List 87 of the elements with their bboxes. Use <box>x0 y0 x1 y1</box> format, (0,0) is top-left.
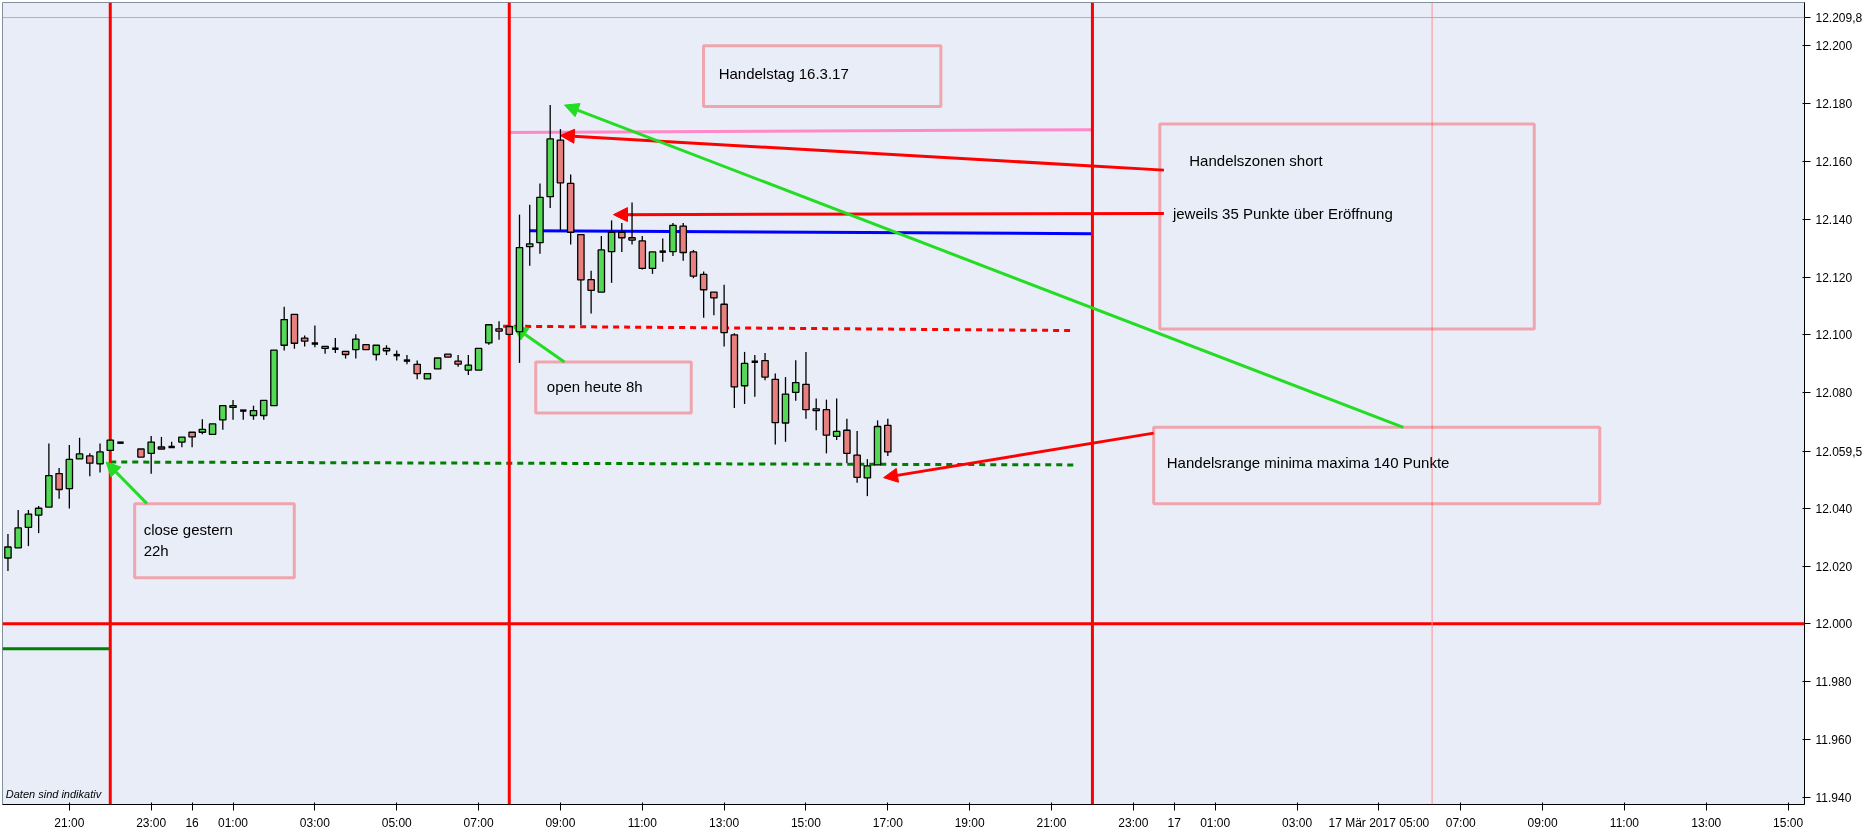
candlestick <box>24 509 33 547</box>
y-tick-label: 11.960 <box>1815 732 1852 747</box>
x-tick-label: 21:00 <box>1036 815 1067 830</box>
x-tick-label: 21:00 <box>54 815 85 830</box>
candlestick <box>402 354 412 365</box>
x-tick-label: 19:00 <box>954 815 985 830</box>
x-tick-label: 03:00 <box>1282 815 1313 830</box>
candlestick <box>4 533 12 572</box>
y-tick-label: 12.209,8 <box>1815 11 1863 26</box>
candlestick <box>740 351 749 405</box>
x-tick-label: 05:00 <box>381 815 413 830</box>
candlestick <box>34 505 43 534</box>
candlestick <box>310 324 320 348</box>
y-tick-label: 12.180 <box>1815 97 1853 112</box>
x-tick-label: 01:00 <box>1200 815 1231 830</box>
candlestick <box>229 399 237 421</box>
x-tick-label: 09:00 <box>545 815 576 830</box>
x-tick-label: 07:00 <box>463 815 494 830</box>
x-tick-label: 15:00 <box>1773 815 1804 830</box>
annotation: Handelstag 16.3.17 <box>718 64 849 82</box>
x-tick-label: 15:00 <box>790 815 822 830</box>
x-tick-label: 13:00 <box>1691 815 1722 830</box>
y-tick-label: 12.140 <box>1815 212 1853 227</box>
y-tick-label: 12.160 <box>1815 154 1853 169</box>
candlestick <box>832 397 841 441</box>
y-tick-label: 12.020 <box>1815 559 1853 574</box>
candlestick <box>699 270 708 319</box>
x-tick-label: 16 <box>185 815 200 830</box>
candlestick <box>617 222 626 253</box>
annotation: jeweils 35 Punkte über Eröffnung <box>1171 204 1393 222</box>
annotation: Handelsrange minima maxima 140 Punkte <box>1166 453 1450 471</box>
x-tick-label: 11:00 <box>1609 815 1640 830</box>
candlestick <box>750 354 760 398</box>
y-tick-label: 12.200 <box>1815 39 1853 54</box>
candlestick <box>464 354 473 376</box>
candlestick <box>607 219 616 284</box>
candlestick <box>55 467 63 500</box>
annotation: Daten sind indikativ <box>5 788 103 801</box>
annotation: Handelszonen short <box>1189 151 1324 169</box>
candlestick <box>525 204 534 267</box>
candlestick <box>75 437 84 460</box>
y-tick-label: 12.080 <box>1815 386 1853 401</box>
candlestick <box>147 435 156 475</box>
y-tick-label: 11.980 <box>1815 675 1852 690</box>
candlestick <box>474 347 483 371</box>
candlestick <box>351 333 360 360</box>
candlestick <box>658 237 668 263</box>
candlestick <box>587 270 595 315</box>
candlestick <box>495 320 503 341</box>
candlestick <box>218 405 227 431</box>
x-tick-label: 03:00 <box>299 815 331 830</box>
x-tick-label: 11:00 <box>627 815 658 830</box>
candlestick <box>628 201 636 246</box>
x-tick-label: 23:00 <box>1118 815 1149 830</box>
candlestick <box>85 452 94 477</box>
x-tick-label: 09:00 <box>1527 815 1558 830</box>
annotation: open heute 8h <box>546 378 643 396</box>
y-tick-label: 12.059,5 <box>1815 445 1863 460</box>
x-tick-label: 07:00 <box>1445 815 1477 830</box>
x-tick-label: 17:00 <box>872 815 904 830</box>
candlestick <box>454 354 462 368</box>
annotation: close gestern 22h <box>143 521 233 559</box>
x-tick-label: 17 Mär 2017 05:00 <box>1328 815 1430 830</box>
candlestick <box>710 291 718 316</box>
x-tick-label: 13:00 <box>709 815 740 830</box>
candlestick <box>259 399 268 421</box>
x-tick-label: 17 <box>1167 815 1182 830</box>
candlestick <box>413 359 422 381</box>
candlestick <box>791 359 800 402</box>
x-tick-label: 01:00 <box>218 815 249 830</box>
candlestick <box>648 251 657 275</box>
candlestick <box>863 458 872 497</box>
y-tick-label: 11.940 <box>1815 790 1852 805</box>
candlestick <box>321 345 329 355</box>
y-tick-label: 12.120 <box>1815 270 1853 285</box>
candlestick <box>484 324 493 346</box>
candlestick <box>812 397 821 431</box>
y-tick-label: 12.040 <box>1815 501 1853 516</box>
candlestick <box>96 442 104 474</box>
candlestick <box>14 509 23 549</box>
candlestick <box>188 431 196 448</box>
candlestick <box>761 352 769 381</box>
candlestick <box>853 430 861 484</box>
x-tick-label: 23:00 <box>136 815 167 830</box>
candlestick <box>843 418 851 464</box>
y-tick-label: 12.100 <box>1815 328 1853 343</box>
y-tick-label: 12.000 <box>1815 617 1853 632</box>
